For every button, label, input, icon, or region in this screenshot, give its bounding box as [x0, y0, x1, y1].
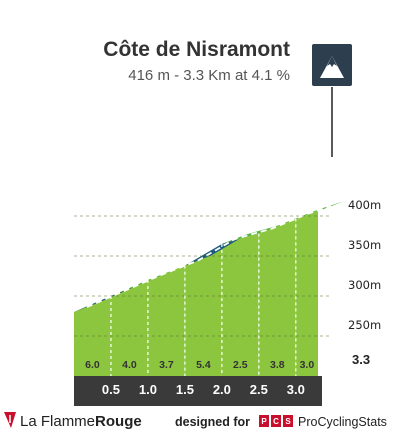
y-tick-label: 400m	[348, 198, 381, 212]
pcs-logo-letter: P	[261, 417, 267, 426]
km-tick-label: 2.0	[213, 382, 231, 397]
pcs-logo-letter: S	[285, 417, 291, 426]
km-tick-label: 1.5	[176, 382, 194, 397]
profile-segment	[295, 211, 318, 376]
gradient-label: 4.0	[122, 359, 137, 371]
gradient-label: 6.0	[85, 359, 100, 371]
mountain-summit-icon	[320, 56, 344, 78]
flame-icon	[4, 412, 16, 428]
pcs-logo-box	[259, 415, 269, 427]
y-tick-label: 300m	[348, 278, 381, 292]
gradient-label: 3.0	[300, 359, 315, 371]
profile-segment	[147, 265, 185, 376]
km-tick-label: 2.5	[250, 382, 268, 397]
profile-segment	[184, 244, 222, 376]
profile-segment	[258, 218, 296, 376]
km-tick-label: 3.0	[287, 382, 305, 397]
km-tick-label: 1.0	[139, 382, 157, 397]
header: Côte de Nisramont 416 m - 3.3 Km at 4.1 …	[103, 38, 290, 84]
profile-segment	[221, 233, 259, 376]
gradient-label: 3.7	[159, 359, 174, 371]
y-tick-label: 250m	[348, 318, 381, 332]
designed-for-label: designed for	[175, 415, 250, 429]
pcs-logo-box	[271, 415, 281, 427]
pcs-logo-letter: C	[273, 417, 279, 426]
brand-name: La FlammeRouge	[20, 413, 142, 430]
y-tick-label: 350m	[348, 238, 381, 252]
pcs-logo-box	[283, 415, 293, 427]
gradient-label: 3.8	[270, 359, 285, 371]
gradient-label: 5.4	[196, 359, 211, 371]
gradient-label: 2.5	[233, 359, 248, 371]
km-tick-label: 0.5	[102, 382, 120, 397]
summit-badge	[312, 44, 352, 157]
climb-subtitle: 416 m - 3.3 Km at 4.1 %	[128, 67, 290, 84]
pcs-name: ProCyclingStats	[298, 415, 387, 429]
profile-segment	[110, 280, 148, 376]
km-axis-bar	[74, 376, 322, 406]
climb-title: Côte de Nisramont	[103, 38, 290, 61]
km-end-label: 3.3	[352, 352, 370, 367]
